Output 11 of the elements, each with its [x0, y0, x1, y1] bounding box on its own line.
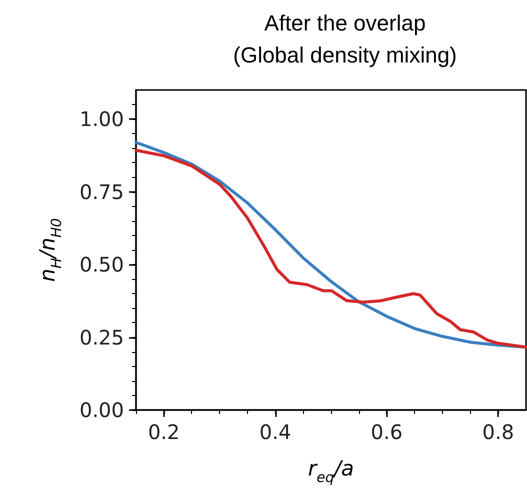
x-tick-label: 0.8 [482, 420, 514, 444]
x-tick-label: 0.6 [370, 420, 403, 444]
chart-title: After the overlap (Global density mixing) [233, 10, 457, 68]
x-tick-label: 0.4 [259, 420, 292, 444]
y-tick-label: 0.50 [79, 252, 124, 277]
y-tick-label: 0.00 [79, 398, 124, 422]
y-tick-label: 0.75 [79, 180, 124, 204]
y-tick-label: 1.00 [79, 107, 124, 132]
y-axis-title: nH/nH0 [36, 218, 65, 282]
x-tick-label: 0.2 [148, 420, 180, 444]
y-tick-label: 0.25 [79, 325, 124, 350]
